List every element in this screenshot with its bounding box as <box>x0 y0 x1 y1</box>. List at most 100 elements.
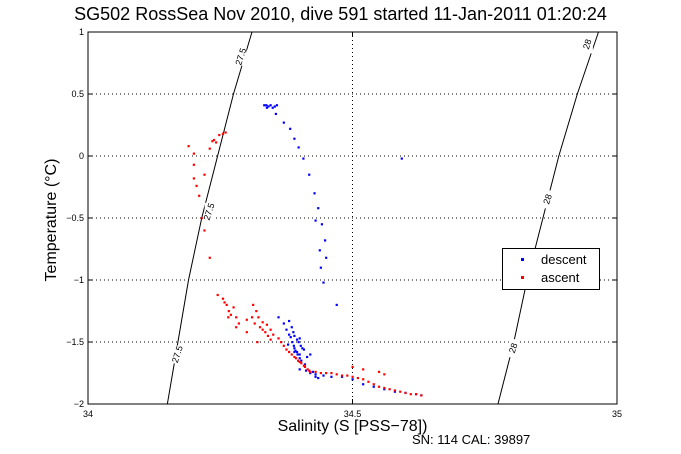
data-point-descent <box>269 104 272 107</box>
data-point-descent <box>286 343 290 346</box>
data-point-ascent <box>216 293 219 297</box>
data-point-descent <box>292 344 295 347</box>
data-point-ascent <box>229 313 233 316</box>
data-point-ascent <box>264 331 267 334</box>
data-point-descent <box>292 331 295 334</box>
data-point-ascent <box>335 373 338 376</box>
data-point-descent <box>267 105 270 108</box>
data-point-descent <box>277 316 280 319</box>
data-point-ascent <box>192 177 195 180</box>
data-point-descent <box>298 368 301 371</box>
data-point-descent <box>314 375 317 378</box>
data-point-ascent <box>252 303 255 306</box>
data-point-ascent <box>288 350 291 354</box>
contour-label: 28 <box>507 342 520 355</box>
data-point-descent <box>265 106 269 109</box>
data-point-descent <box>317 376 320 380</box>
data-point-descent <box>282 121 285 124</box>
data-point-descent <box>291 341 294 344</box>
legend-label-ascent: ascent <box>541 270 580 285</box>
data-point-ascent <box>261 321 264 324</box>
data-point-descent <box>295 350 299 354</box>
data-point-descent <box>309 372 312 375</box>
data-point-descent <box>303 363 307 366</box>
data-point-ascent <box>388 388 391 391</box>
data-point-ascent <box>235 316 238 319</box>
y-tick-label: 0 <box>79 151 84 161</box>
data-point-ascent <box>346 374 349 377</box>
data-point-ascent <box>377 385 381 388</box>
data-point-ascent <box>227 310 230 313</box>
data-point-ascent <box>245 331 248 334</box>
data-point-ascent <box>420 394 423 397</box>
data-point-ascent <box>293 355 296 359</box>
data-point-ascent <box>330 372 333 375</box>
data-point-ascent <box>237 322 240 325</box>
data-point-ascent <box>250 316 254 319</box>
data-point-descent <box>294 349 297 352</box>
data-point-ascent <box>221 132 225 135</box>
data-point-descent <box>290 326 293 329</box>
data-point-ascent <box>198 194 201 197</box>
data-point-descent <box>296 353 299 356</box>
data-point-descent <box>383 388 386 391</box>
data-point-descent <box>322 281 325 284</box>
data-point-descent <box>340 375 344 378</box>
data-point-descent <box>282 322 285 325</box>
data-point-descent <box>322 374 325 377</box>
y-tick-label: 0.5 <box>71 89 84 99</box>
y-tick-label: −0.5 <box>66 213 84 223</box>
data-point-descent <box>306 355 309 359</box>
data-point-ascent <box>255 310 258 313</box>
data-point-ascent <box>282 344 285 347</box>
data-point-ascent <box>298 360 301 364</box>
data-point-ascent <box>409 393 412 396</box>
data-point-descent <box>297 146 300 149</box>
data-point-descent <box>273 105 276 108</box>
data-point-ascent <box>309 370 312 373</box>
data-point-ascent <box>325 372 328 375</box>
y-axis-label: Temperature (°C) <box>43 158 60 282</box>
legend-item-ascent: ascent <box>503 270 599 286</box>
x-tick-label: 34.5 <box>344 409 362 419</box>
data-point-ascent <box>399 390 402 393</box>
data-point-descent <box>301 347 304 350</box>
data-point-ascent <box>208 147 211 150</box>
y-tick-label: −2 <box>74 399 84 409</box>
x-tick-label: 34 <box>83 409 93 419</box>
data-point-descent <box>293 137 296 140</box>
data-point-ascent <box>303 365 307 368</box>
data-point-descent <box>302 157 305 160</box>
data-point-ascent <box>362 378 365 381</box>
data-point-ascent <box>208 256 211 259</box>
data-point-descent <box>372 385 375 388</box>
data-point-ascent <box>272 333 275 336</box>
legend-marker-ascent <box>521 276 524 279</box>
data-point-descent <box>293 347 296 350</box>
data-point-descent <box>325 256 328 259</box>
data-point-ascent <box>308 369 311 372</box>
data-point-ascent <box>340 374 344 377</box>
data-point-descent <box>304 369 308 372</box>
data-point-ascent <box>302 364 306 367</box>
data-point-ascent <box>377 370 381 373</box>
data-point-ascent <box>314 370 317 373</box>
data-point-descent <box>351 378 354 381</box>
data-point-ascent <box>203 229 206 232</box>
data-point-ascent <box>212 138 216 142</box>
data-point-descent <box>302 348 306 351</box>
legend-label-descent: descent <box>541 252 587 267</box>
contour-label-background <box>204 202 215 221</box>
data-point-descent <box>297 341 300 344</box>
data-point-descent <box>308 173 311 176</box>
data-point-ascent <box>351 375 354 378</box>
data-point-descent <box>299 344 302 347</box>
data-point-ascent <box>221 297 225 300</box>
contour-label: 28 <box>541 193 554 206</box>
data-point-ascent <box>290 353 293 356</box>
axis-ticks: 34 34.5 35 −2 −1.5 −1 −0.5 0 0.5 1 <box>66 27 622 419</box>
data-point-ascent <box>319 372 322 375</box>
data-point-ascent <box>404 391 407 395</box>
chart-title: SG502 RossSea Nov 2010, dive 591 started… <box>74 4 607 24</box>
